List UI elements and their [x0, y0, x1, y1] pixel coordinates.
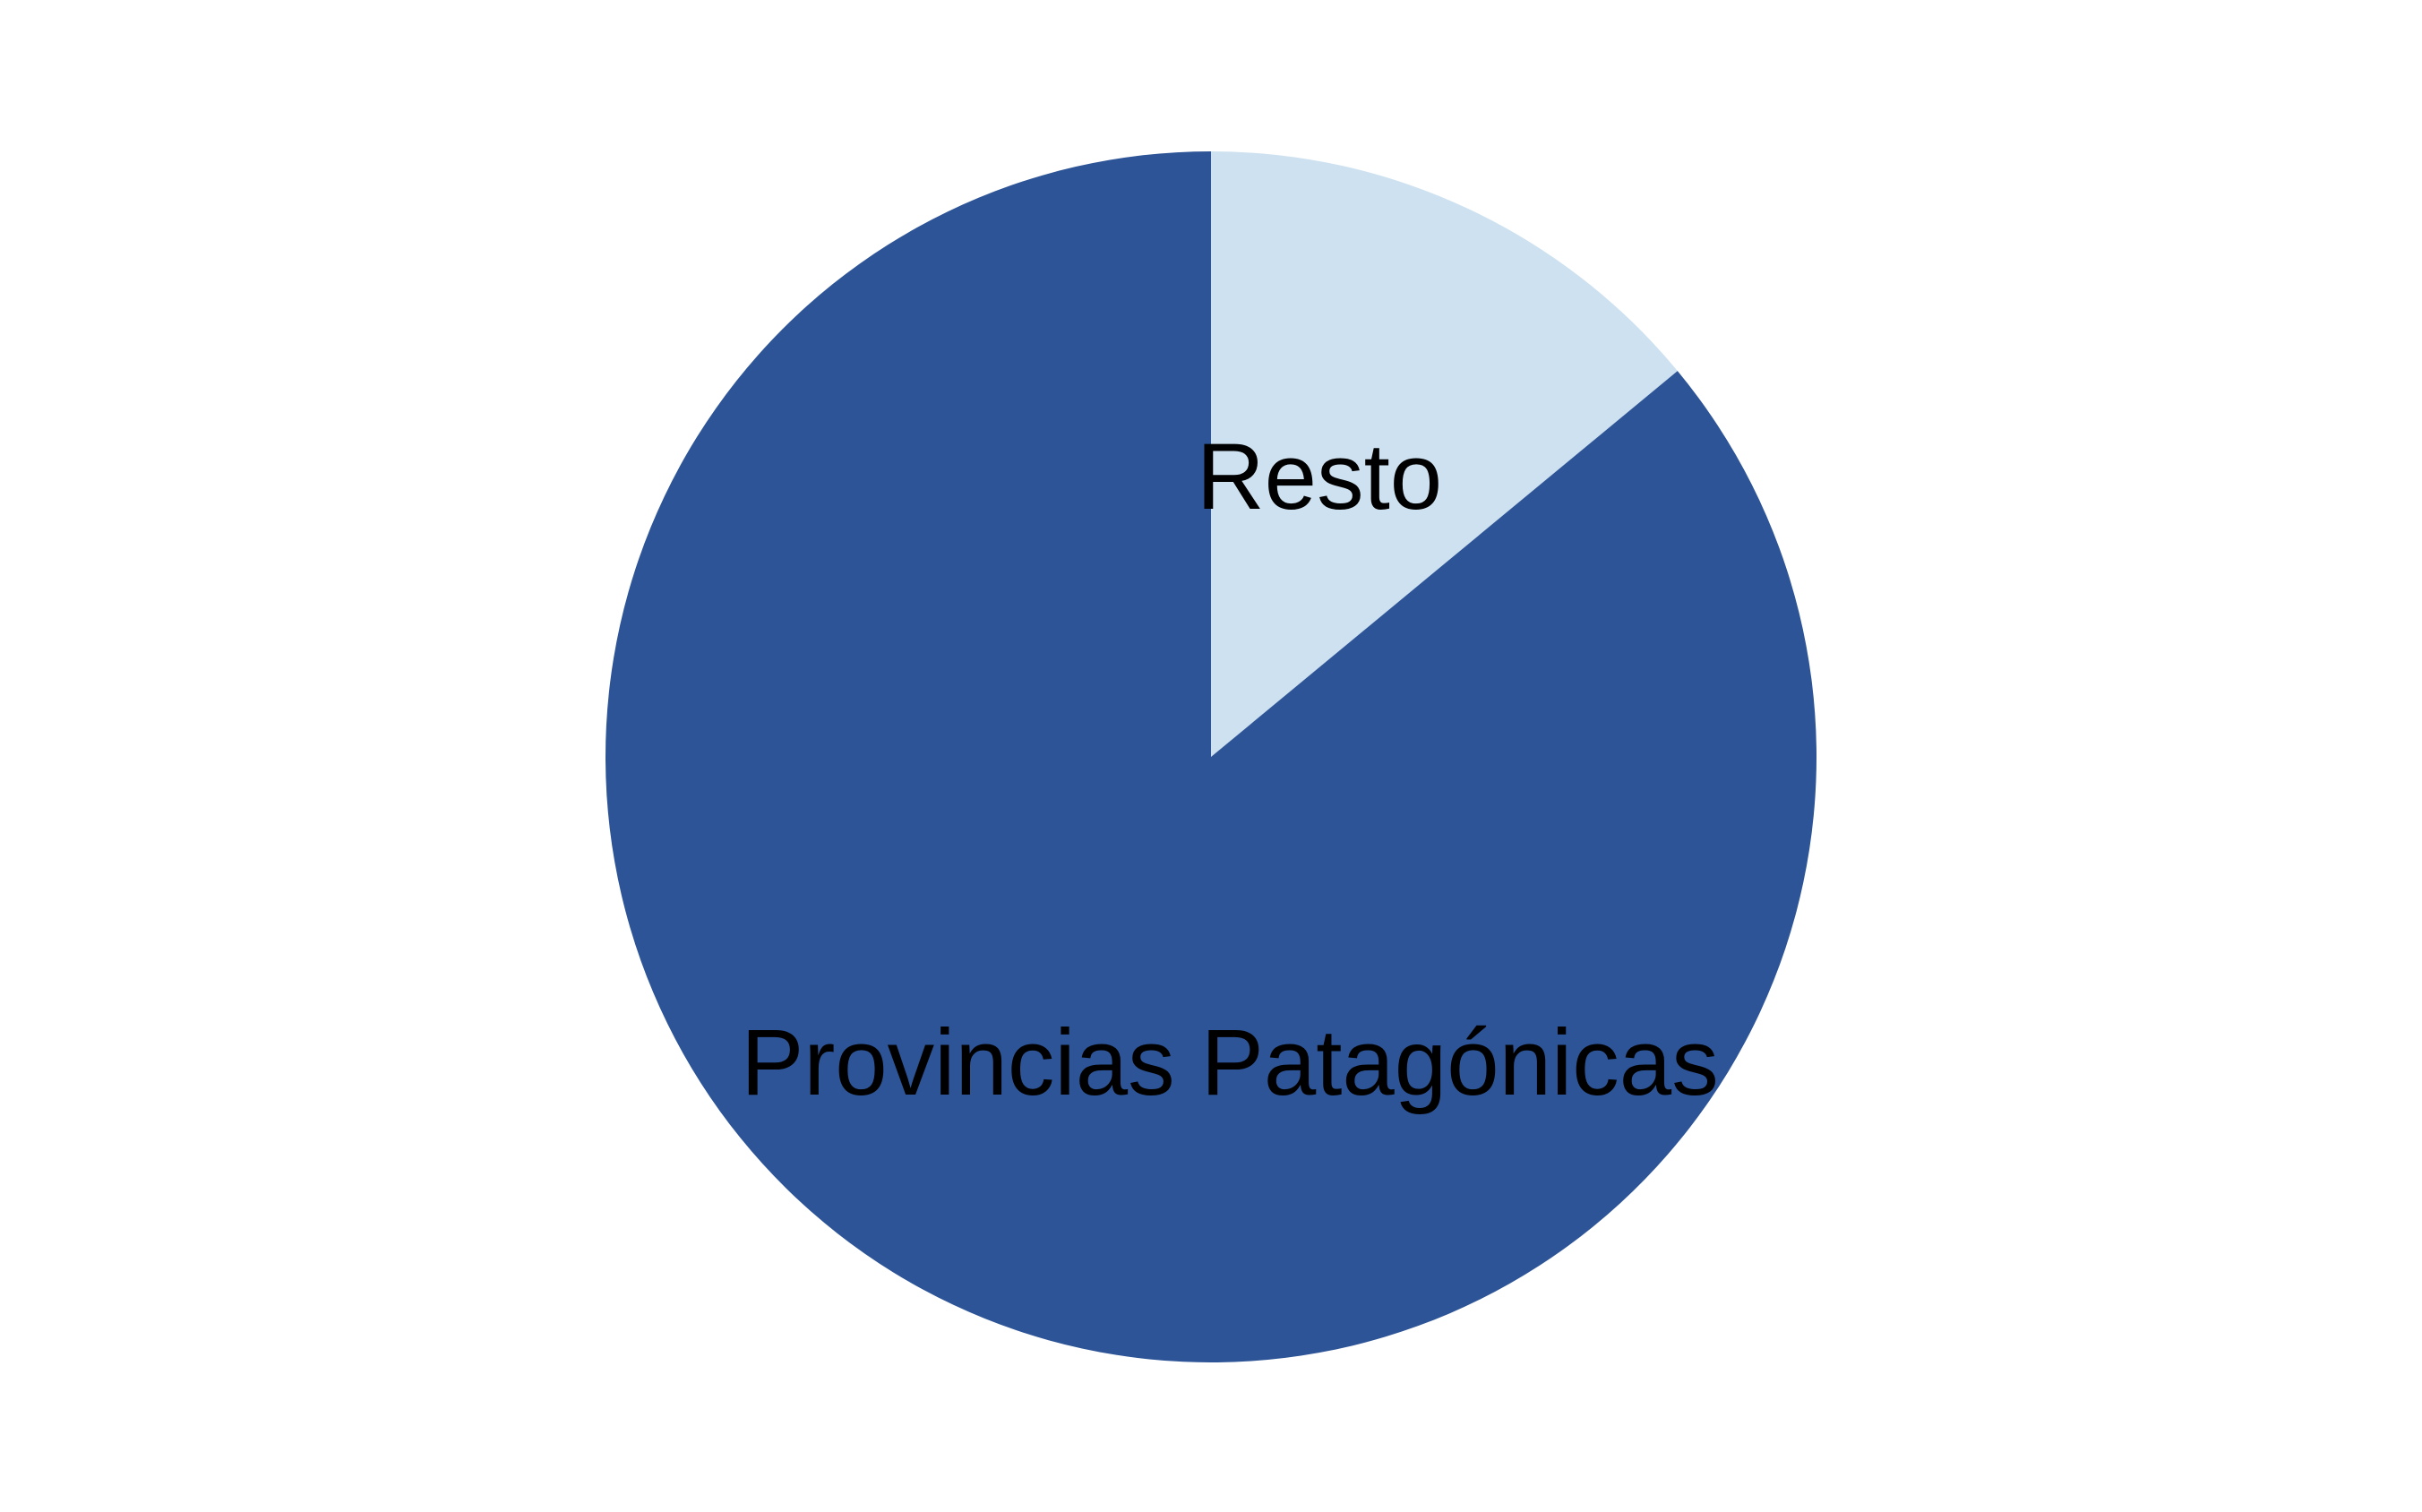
- slice-label-provincias-patagonicas: Provincias Patagónicas: [741, 1010, 1718, 1115]
- pie-slice-resto: [1211, 151, 1678, 757]
- pie-slices: [606, 151, 1817, 1362]
- slice-label-resto: Resto: [1197, 425, 1442, 529]
- pie-slice-provincias-patagonicas: [606, 151, 1817, 1362]
- pie-labels: Resto Provincias Patagónicas: [741, 425, 1718, 1115]
